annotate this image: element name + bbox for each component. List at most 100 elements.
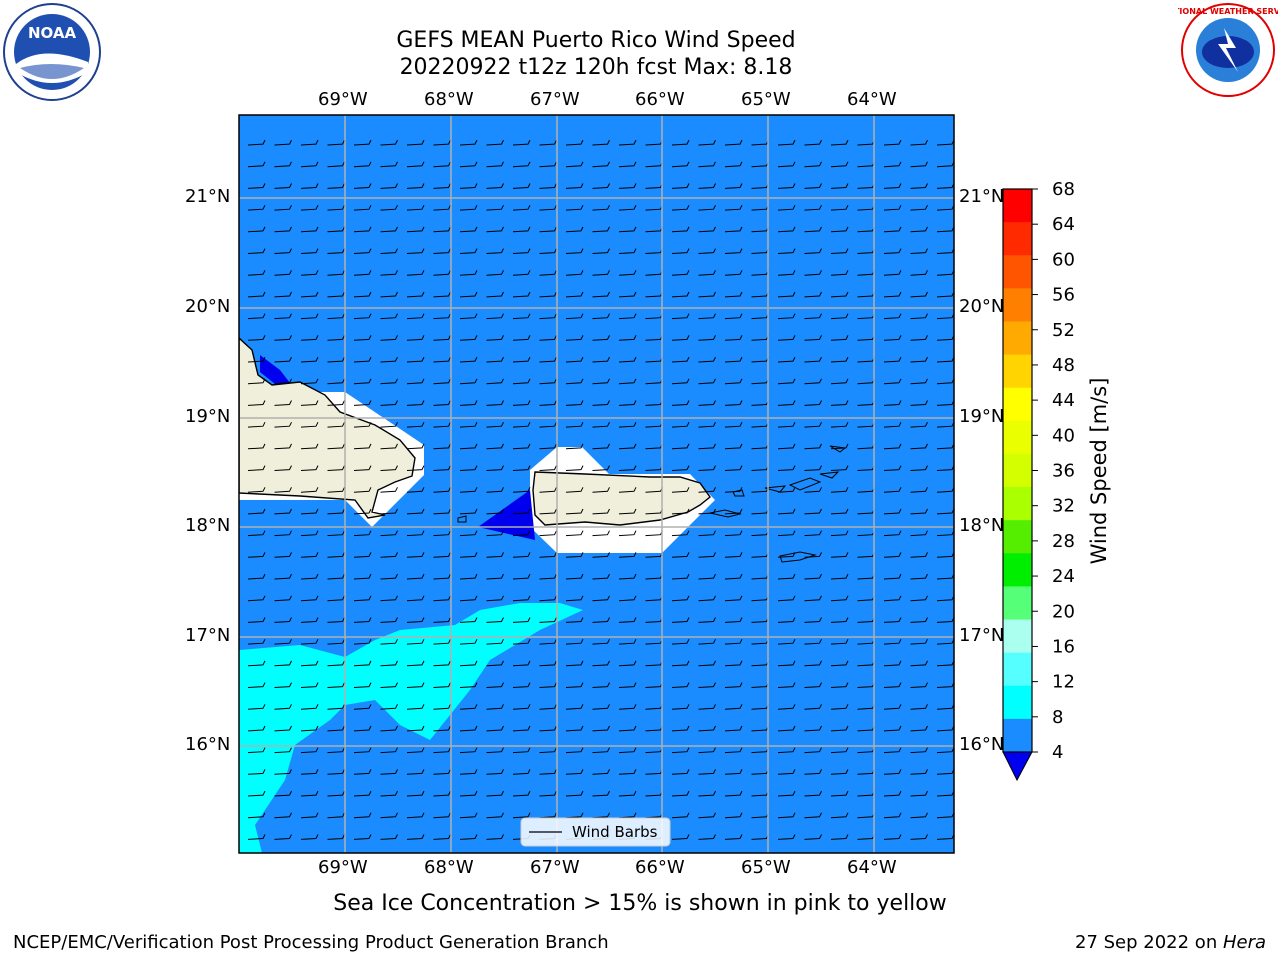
wind-barb <box>486 812 504 819</box>
wind-barb <box>539 487 557 493</box>
wind-barb <box>539 638 557 645</box>
wind-barb <box>777 465 796 471</box>
wind-barb <box>777 790 796 797</box>
wind-barb <box>512 183 531 189</box>
wind-barb <box>300 573 319 580</box>
wind-barb <box>380 573 398 580</box>
wind-barb <box>433 790 451 797</box>
wind-barb <box>671 204 690 211</box>
noaa-logo-text: NOAA <box>28 24 77 42</box>
wind-barb <box>300 834 319 840</box>
wind-barb <box>353 769 372 775</box>
wind-barb <box>433 139 451 146</box>
wind-barb <box>406 487 425 493</box>
wind-barb <box>698 204 716 211</box>
wind-barb <box>565 139 584 146</box>
wind-barb <box>512 400 531 406</box>
wind-barb <box>565 291 584 298</box>
wind-barb <box>618 356 637 363</box>
wind-barb <box>539 270 557 276</box>
wind-barb <box>327 335 345 341</box>
wind-barb <box>433 161 451 168</box>
wind-barb <box>804 638 822 645</box>
wind-barb <box>804 573 822 580</box>
wind-barb <box>724 270 743 276</box>
wind-barb <box>804 356 822 363</box>
colorbar-tick-label: 56 <box>1052 285 1075 306</box>
wind-barb <box>353 465 372 471</box>
wind-barb <box>433 769 451 775</box>
wind-barb <box>777 573 796 580</box>
wind-barb <box>539 573 557 580</box>
wind-barb <box>698 812 716 819</box>
wind-barb <box>274 378 292 385</box>
wind-barb <box>804 421 822 428</box>
wind-barb <box>671 638 690 645</box>
wind-barb <box>724 291 743 298</box>
wind-barb <box>459 617 478 623</box>
wind-barb <box>910 443 928 450</box>
wind-barb <box>247 812 266 819</box>
map-frame <box>238 114 955 854</box>
wind-barb <box>592 248 610 254</box>
wind-barb <box>353 291 372 298</box>
wind-barb <box>618 400 637 406</box>
wind-barb <box>459 443 478 450</box>
wind-barb <box>618 226 637 233</box>
wind-barb <box>565 204 584 211</box>
wind-barb <box>671 530 690 537</box>
wind-barb <box>724 704 743 710</box>
wind-barb <box>804 508 822 515</box>
wind-barb <box>565 769 584 775</box>
wind-barb <box>353 139 372 146</box>
lon-tick-top: 68°W <box>424 89 474 110</box>
wind-barb <box>486 421 504 428</box>
wind-barb <box>353 204 372 211</box>
wind-barb <box>539 139 557 146</box>
wind-barb <box>353 421 372 428</box>
wind-barb <box>804 226 822 233</box>
wind-barb <box>565 161 584 168</box>
wind-barb <box>618 487 637 493</box>
wind-barb <box>274 204 292 211</box>
wind-barb <box>539 421 557 428</box>
wind-barb <box>459 638 478 645</box>
wind-barb <box>539 356 557 363</box>
wind-barb <box>618 421 637 428</box>
wind-barb <box>698 834 716 840</box>
wind-barb <box>910 725 928 732</box>
wind-barb <box>247 790 266 797</box>
wind-barb <box>406 638 425 645</box>
wind-barb <box>380 487 398 493</box>
wind-barb <box>830 400 849 406</box>
wind-barb <box>486 487 504 493</box>
wind-barb <box>539 747 557 754</box>
wind-barb <box>910 508 928 515</box>
wind-barb <box>618 335 637 341</box>
wind-barb <box>380 161 398 168</box>
wind-barb <box>777 487 796 493</box>
wind-barb <box>486 139 504 146</box>
wind-barb <box>592 573 610 580</box>
wind-barb <box>539 508 557 515</box>
wind-barb <box>353 313 372 320</box>
wind-barb <box>380 335 398 341</box>
wind-barb <box>539 725 557 732</box>
footer-date: 27 Sep 2022 on Hera <box>1075 932 1266 954</box>
wind-barb <box>592 421 610 428</box>
wind-barb <box>724 638 743 645</box>
wind-barb <box>724 226 743 233</box>
wind-barb <box>910 378 928 385</box>
wind-barb <box>698 790 716 797</box>
wind-barb <box>327 660 345 667</box>
wind-barb <box>327 769 345 775</box>
wind-barb <box>698 704 716 710</box>
wind-barb <box>618 204 637 211</box>
lon-tick-top: 67°W <box>530 89 580 110</box>
wind-barb <box>512 204 531 211</box>
wind-barb <box>300 443 319 450</box>
wind-barb <box>804 161 822 168</box>
wind-barb <box>777 443 796 450</box>
wind-barb <box>406 834 425 840</box>
wind-barb <box>486 270 504 276</box>
